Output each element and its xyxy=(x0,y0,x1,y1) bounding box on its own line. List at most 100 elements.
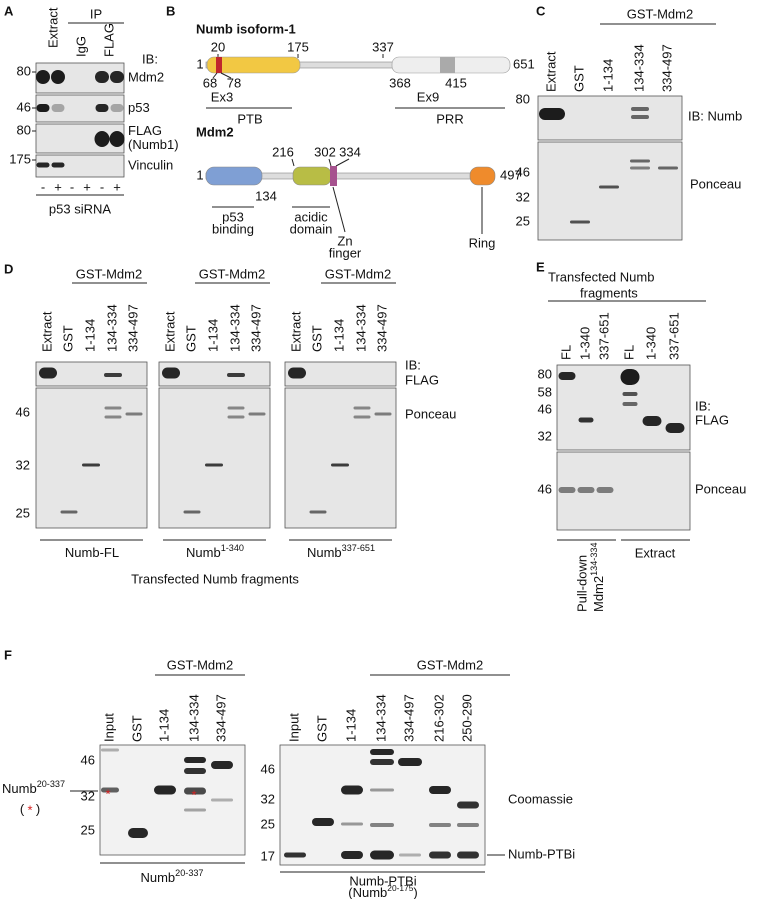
label: 1 xyxy=(196,56,203,71)
label: p53 xyxy=(128,100,150,115)
band xyxy=(60,510,78,514)
band xyxy=(312,818,334,826)
blot xyxy=(35,387,148,529)
label: (Numb1) xyxy=(128,137,179,152)
label: 1 xyxy=(196,167,203,182)
label: Vinculin xyxy=(128,157,173,172)
band xyxy=(370,850,394,860)
label: p53 xyxy=(222,209,244,224)
band xyxy=(570,220,590,224)
label: - xyxy=(70,179,74,194)
band xyxy=(374,412,392,416)
label: domain xyxy=(290,221,333,236)
band xyxy=(642,416,662,426)
label: Transfected Numb fragments xyxy=(131,571,299,586)
label: 334-497 xyxy=(213,694,228,742)
band xyxy=(94,131,110,147)
label: 337 xyxy=(372,39,394,54)
label: 80 xyxy=(538,366,552,381)
label: Ponceau xyxy=(695,481,746,496)
band xyxy=(429,851,451,859)
label: 175 xyxy=(9,151,31,166)
label: 46 xyxy=(538,401,552,416)
band xyxy=(309,510,327,514)
ptb-domain xyxy=(206,56,301,74)
label: FLAG xyxy=(405,372,439,387)
label: 80 xyxy=(516,91,530,106)
band xyxy=(211,761,233,769)
label: GST xyxy=(571,65,586,92)
band xyxy=(370,823,394,827)
band xyxy=(184,787,206,795)
band xyxy=(578,417,594,423)
label: Extract xyxy=(635,545,676,560)
blot xyxy=(284,361,397,387)
label: IB: Numb xyxy=(688,108,742,123)
blot xyxy=(35,94,125,123)
label: 46 xyxy=(516,164,530,179)
label: 46 xyxy=(261,761,275,776)
band xyxy=(457,823,479,827)
label: 1-134 xyxy=(205,319,220,352)
label: + xyxy=(83,179,91,194)
label: 497 xyxy=(500,167,522,182)
label: Numb-PTBi xyxy=(349,873,416,888)
band xyxy=(95,104,109,112)
label: Pull-down xyxy=(574,555,589,612)
label-text: Numb xyxy=(186,545,221,560)
label: 1-134 xyxy=(343,709,358,742)
band xyxy=(109,131,125,147)
label: 337-651 xyxy=(666,312,681,360)
rule xyxy=(335,158,350,167)
band xyxy=(457,851,479,859)
band xyxy=(399,853,421,857)
label: Numb337-651 xyxy=(307,543,375,560)
label: C xyxy=(536,3,546,18)
label: 415 xyxy=(445,75,467,90)
label: GST xyxy=(183,325,198,352)
band xyxy=(128,828,148,838)
label-sup: 134-334 xyxy=(589,543,599,576)
label: Input xyxy=(101,713,116,742)
label: Transfected Numb xyxy=(548,269,654,284)
blot xyxy=(556,451,691,531)
label-sup: 337-651 xyxy=(342,543,375,553)
band xyxy=(622,402,638,406)
label: 32 xyxy=(16,457,30,472)
label: Numb1-340 xyxy=(186,543,244,560)
label: Input xyxy=(286,713,301,742)
label: FLAG xyxy=(695,412,729,427)
band xyxy=(429,786,451,794)
blot xyxy=(284,387,397,529)
label: 1-134 xyxy=(600,59,615,92)
label: Ring xyxy=(469,235,496,250)
band xyxy=(82,463,100,467)
label: FLAG xyxy=(128,123,162,138)
band xyxy=(36,70,50,84)
label: GST-Mdm2 xyxy=(325,266,391,281)
label: 175 xyxy=(287,39,309,54)
label: 1-340 xyxy=(577,327,592,360)
band xyxy=(630,159,650,163)
label-text: ) xyxy=(413,885,417,899)
label: Coomassie xyxy=(508,791,573,806)
label: 25 xyxy=(261,816,275,831)
label: Mdm2 xyxy=(128,69,164,84)
label: FL xyxy=(621,345,636,360)
label: Ponceau xyxy=(405,406,456,421)
label: 46 xyxy=(81,752,95,767)
label: IP xyxy=(90,6,102,21)
label: 134-334 xyxy=(373,694,388,742)
label: 134-334 xyxy=(631,44,646,92)
band xyxy=(104,373,122,377)
blot xyxy=(537,141,683,241)
label: * xyxy=(191,787,196,802)
band xyxy=(398,758,422,766)
band xyxy=(353,415,371,419)
label: 32 xyxy=(261,791,275,806)
band xyxy=(154,785,176,795)
band xyxy=(51,162,65,168)
band xyxy=(51,70,65,84)
label: + xyxy=(113,179,121,194)
label-text: Numb xyxy=(307,545,342,560)
